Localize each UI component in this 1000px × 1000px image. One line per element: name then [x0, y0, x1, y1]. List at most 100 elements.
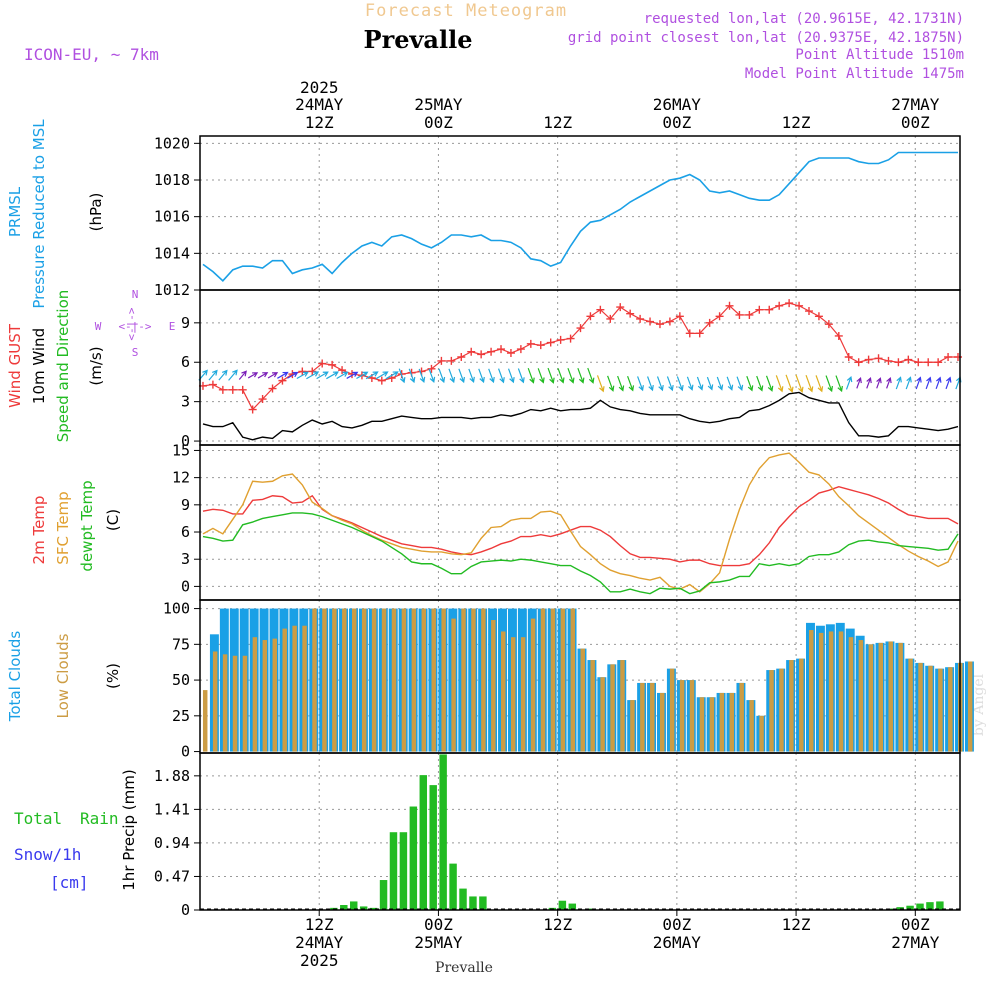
wind-direction-arrow — [547, 367, 555, 384]
y-tick-label: 100 — [163, 600, 190, 618]
wind-direction-arrow — [656, 376, 664, 392]
gust-marker — [536, 341, 545, 350]
gust-marker — [705, 318, 714, 327]
low-cloud-bar — [600, 677, 605, 752]
low-cloud-bar — [312, 608, 317, 752]
bottom-station-label: Prevalle — [435, 960, 493, 976]
wind-direction-arrow — [296, 371, 309, 380]
low-cloud-bar — [520, 637, 526, 752]
gust-marker — [954, 352, 963, 361]
bottom-hour-label: 12Z — [543, 915, 572, 934]
low-cloud-bar — [669, 668, 675, 752]
low-cloud-bar — [491, 620, 496, 752]
compass-w: W — [95, 320, 102, 333]
low-cloud-bar — [302, 625, 307, 752]
rain-bar — [479, 896, 487, 910]
gust-marker — [506, 349, 515, 358]
low-cloud-bar — [322, 608, 327, 752]
low-cloud-bar — [659, 692, 665, 752]
wind-direction-arrow — [306, 371, 320, 380]
low-cloud-bar — [431, 608, 436, 752]
top-hour-label: 12Z — [782, 113, 811, 132]
wind-direction-arrow — [375, 371, 389, 380]
low-cloud-bar — [878, 642, 884, 752]
rain-bar — [439, 754, 447, 910]
low-cloud-bar — [679, 680, 685, 752]
y-tick-label: 1.88 — [154, 767, 190, 785]
gust-marker — [606, 314, 615, 323]
panel-frame — [199, 444, 961, 601]
gust-marker — [655, 320, 664, 329]
wind-direction-arrow — [385, 371, 399, 380]
wind-direction-arrow — [617, 375, 625, 392]
gust-marker — [695, 329, 704, 338]
rain-bar — [558, 900, 567, 910]
rain-bar — [449, 863, 457, 910]
low-cloud-bar — [471, 608, 476, 752]
gust-marker — [914, 358, 923, 367]
top-date-label: 24MAY — [295, 95, 344, 114]
wind-direction-arrow — [856, 376, 862, 389]
wind-direction-arrow — [876, 377, 882, 389]
y-tick-label: 15 — [172, 441, 190, 459]
gust-marker — [626, 309, 635, 318]
wind-direction-arrow — [647, 376, 654, 392]
gust-marker — [447, 356, 456, 365]
low-cloud-bar — [640, 682, 645, 752]
low-cloud-bar — [212, 651, 218, 752]
rain-bar — [340, 905, 348, 910]
y-tick-label: 0 — [181, 743, 190, 761]
low-cloud-bar — [630, 700, 635, 752]
wind-direction-arrow — [706, 376, 714, 391]
gust-marker — [546, 338, 555, 347]
gust-marker — [516, 345, 525, 354]
y-tick-label: 75 — [172, 635, 190, 653]
gust-marker — [874, 354, 883, 363]
wind-direction-arrow — [596, 375, 605, 393]
low-cloud-bar — [501, 631, 506, 752]
top-date-label: 26MAY — [653, 95, 702, 114]
low-cloud-bar — [352, 608, 357, 752]
wind-direction-arrow — [696, 376, 704, 391]
low-cloud-bar — [411, 608, 417, 752]
low-cloud-bar — [749, 700, 754, 752]
wind-direction-arrow — [905, 376, 912, 390]
gust-marker — [765, 305, 774, 314]
wind-direction-arrow — [488, 368, 495, 384]
gust-marker — [814, 312, 823, 321]
total-label: Total — [14, 809, 62, 828]
wind-direction-arrow — [895, 376, 902, 390]
low-cloud-bar — [332, 608, 337, 752]
gust-marker — [258, 395, 267, 404]
low-cloud-bar — [799, 658, 804, 752]
gust-marker — [735, 310, 744, 319]
gust-marker — [715, 312, 724, 321]
low-cloud-bar — [381, 608, 387, 752]
gust-marker — [556, 335, 565, 344]
low-cloud-bar — [610, 664, 615, 752]
wind-direction-arrow — [326, 371, 339, 380]
bottom-year-label: 2025 — [300, 951, 339, 970]
speed-dir-label: Speed and Direction — [54, 290, 72, 443]
y-tick-label: 6 — [181, 523, 190, 541]
wind-direction-arrow — [356, 371, 369, 380]
wind-direction-arrow — [935, 376, 942, 389]
temp2m-line — [202, 485, 959, 567]
gust-marker — [457, 352, 466, 361]
wind-direction-arrow — [277, 371, 289, 379]
rain-bar — [916, 903, 924, 910]
wind-direction-arrow — [637, 376, 644, 392]
top-hour-label: 00Z — [662, 113, 691, 132]
panel-wind: 0 3 6 9 — [181, 290, 963, 450]
gust-marker — [586, 312, 595, 321]
bottom-hour-label: 12Z — [782, 915, 811, 934]
gust-marker — [437, 356, 446, 365]
gust-marker — [477, 350, 486, 359]
low-cloud-bar — [242, 655, 248, 752]
low-cloud-bar — [650, 682, 655, 752]
low-cloud-bar — [222, 654, 228, 752]
rain-bar — [926, 902, 934, 910]
low-clouds-label: Low Clouds — [54, 633, 72, 718]
gust-marker — [328, 360, 337, 369]
top-hour-label: 12Z — [543, 113, 572, 132]
